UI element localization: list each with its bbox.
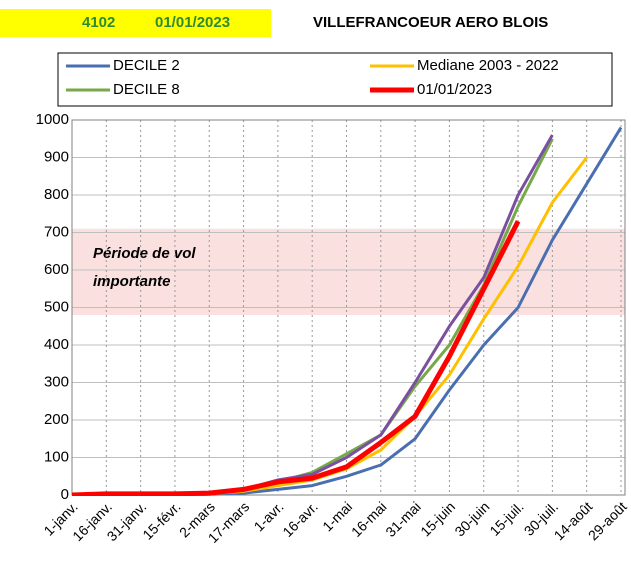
legend-label: 01/01/2023 [417, 81, 492, 98]
header-highlight [0, 9, 271, 37]
y-tick-label: 300 [44, 373, 69, 390]
x-tick-label: 15-juil. [486, 498, 526, 538]
y-tick-label: 0 [61, 486, 69, 503]
y-tick-label: 600 [44, 261, 69, 278]
x-tick-label: 16-avr. [279, 498, 321, 540]
x-tick-label: 29-août [585, 498, 630, 543]
plot-frame [71, 119, 626, 496]
y-tick-label: 500 [44, 298, 69, 315]
data-line [72, 156, 588, 496]
legend-box [57, 52, 613, 107]
x-tick-label: 15-juin [417, 498, 458, 539]
legend-label: Mediane 2003 - 2022 [417, 57, 559, 74]
y-tick-label: 100 [44, 448, 69, 465]
y-tick-label: 1000 [36, 111, 69, 128]
band-label: Période de vol [93, 245, 196, 262]
y-tick-label: 900 [44, 148, 69, 165]
y-tick-label: 700 [44, 223, 69, 240]
y-tick-label: 400 [44, 336, 69, 353]
data-line [72, 220, 521, 496]
x-tick-label: 30-juin [451, 498, 492, 539]
series-layer [72, 126, 623, 496]
x-tick-label: 31-mai [382, 498, 424, 540]
band-label: importante [93, 273, 171, 290]
x-tick-label: 15-févr. [139, 498, 183, 542]
x-tick-label: 16-mai [348, 498, 390, 540]
legend-label: DECILE 8 [113, 81, 180, 98]
highlight-band [72, 228, 625, 315]
chart-title: VILLEFRANCOEUR AERO BLOIS [313, 14, 548, 31]
header-date: 01/01/2023 [155, 14, 230, 31]
y-tick-label: 200 [44, 411, 69, 428]
y-tick-label: 800 [44, 186, 69, 203]
legend-label: DECILE 2 [113, 57, 180, 74]
header-code: 4102 [82, 14, 115, 31]
